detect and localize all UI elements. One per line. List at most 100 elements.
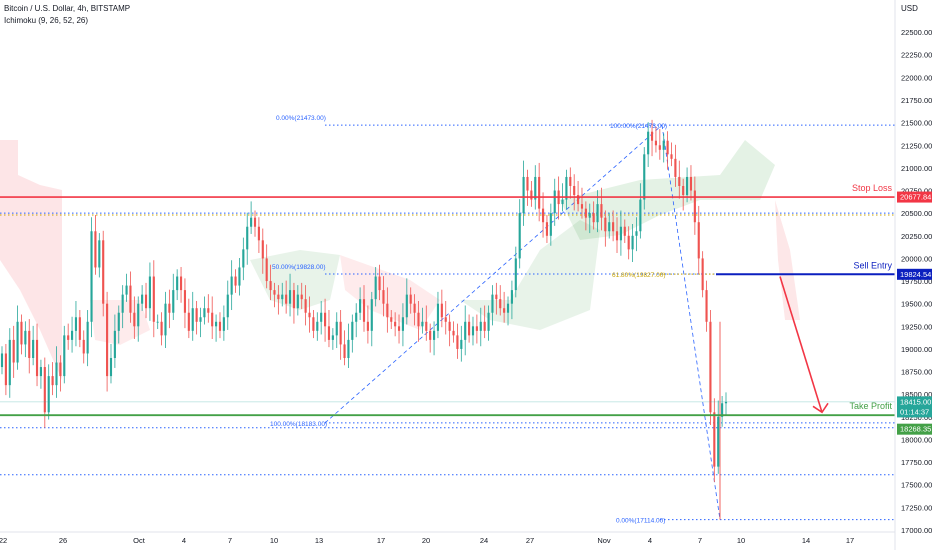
candle-body (510, 290, 513, 304)
price-tick-label: 18500.00 (901, 390, 932, 399)
time-tick-label: 4 (648, 536, 652, 545)
candle-body (584, 208, 587, 218)
price-tick-label: 17000.00 (901, 526, 932, 535)
candle-body (261, 240, 264, 259)
candle-body (724, 401, 728, 404)
time-tick-label: 27 (526, 536, 534, 545)
candle-body (296, 294, 299, 309)
candle-body (522, 176, 525, 214)
fib-label: 0.00%(17114.00) (616, 518, 665, 525)
price-tick-label: 19750.00 (901, 277, 932, 286)
candle-body (300, 294, 303, 300)
candle-body (164, 303, 167, 336)
candle-body (468, 321, 471, 336)
price-tick-label: 20250.00 (901, 232, 932, 241)
candle-body (569, 176, 572, 186)
candle-body (129, 285, 132, 313)
ichimoku-cloud (0, 140, 62, 380)
candle-body (697, 222, 700, 259)
candle-body (137, 303, 140, 327)
candle-body (250, 217, 253, 227)
candle-body (35, 339, 39, 377)
stop-loss-tag: 20677.84 (900, 193, 931, 202)
time-tick-label: 10 (270, 536, 278, 545)
candle-body (331, 335, 334, 340)
candle-body (183, 290, 187, 313)
candle-body (658, 145, 661, 150)
candle-body (475, 326, 478, 331)
candle-body (106, 303, 109, 377)
candle-body (549, 213, 552, 236)
currency-label: USD (901, 4, 918, 13)
candle-body (191, 308, 194, 331)
price-tick-label: 19250.00 (901, 322, 932, 331)
candle-body (413, 303, 416, 313)
candle-body (148, 276, 151, 309)
stop-loss-label: Stop Loss (852, 183, 893, 193)
fib-trend-line (324, 124, 663, 424)
price-tick-label: 22500.00 (901, 28, 932, 37)
price-tick-label: 20000.00 (901, 254, 932, 263)
price-tick-label: 22250.00 (901, 51, 932, 60)
ichimoku-cloud (775, 200, 800, 320)
candle-body (615, 231, 619, 241)
candle-body (121, 294, 124, 313)
ichimoku-cloud (560, 140, 775, 240)
candle-body (113, 330, 116, 358)
fib-label: 61.80%(19827.00) (612, 272, 666, 279)
candle-body (401, 317, 404, 331)
candle-body (619, 226, 622, 241)
candle-body (347, 339, 350, 358)
candle-body (8, 339, 11, 386)
time-tick-label: 20 (422, 536, 430, 545)
candle-body (144, 294, 148, 309)
candle-body (78, 317, 81, 340)
candle-body (172, 290, 175, 313)
candle-body (246, 226, 249, 250)
candle-body (390, 317, 393, 322)
candle-body (452, 330, 455, 336)
candle-body (721, 403, 724, 417)
sell-entry-label: Sell Entry (853, 260, 892, 270)
price-tick-label: 21500.00 (901, 119, 932, 128)
candle-body (335, 321, 338, 336)
candle-body (604, 217, 607, 232)
candle-body (682, 186, 685, 196)
candle-body (207, 308, 210, 313)
candle-body (327, 326, 331, 340)
fib-label: 100.00%(18183.00) (270, 421, 327, 428)
candle-body (545, 222, 549, 236)
candle-body (343, 344, 346, 358)
candle-body (230, 276, 233, 295)
last-price-tag: 01:14:37 (900, 407, 929, 416)
candle-body (0, 353, 4, 368)
candle-body (32, 339, 35, 358)
candle-body (320, 312, 323, 322)
candle-body (277, 294, 280, 300)
time-tick-label: 26 (59, 536, 67, 545)
candle-body (499, 299, 502, 309)
candle-body (199, 317, 202, 322)
candle-body (351, 321, 354, 340)
price-tick-label: 21250.00 (901, 141, 932, 150)
candle-body (51, 376, 54, 386)
candle-body (253, 217, 257, 227)
price-tick-label: 18000.00 (901, 435, 932, 444)
candle-body (612, 222, 615, 232)
candle-body (596, 204, 599, 223)
time-tick-label: 17 (846, 536, 854, 545)
candle-body (176, 276, 179, 291)
candle-body (448, 321, 451, 331)
candle-body (436, 303, 440, 331)
candle-body (179, 276, 183, 291)
candle-body (308, 312, 311, 318)
stop-loss-tag-bg (897, 191, 932, 203)
candle-body (588, 213, 591, 218)
candle-body (117, 312, 120, 331)
candle-body (561, 199, 564, 205)
candle-body (518, 213, 521, 259)
candle-body (378, 276, 381, 291)
candle-body (63, 335, 66, 377)
